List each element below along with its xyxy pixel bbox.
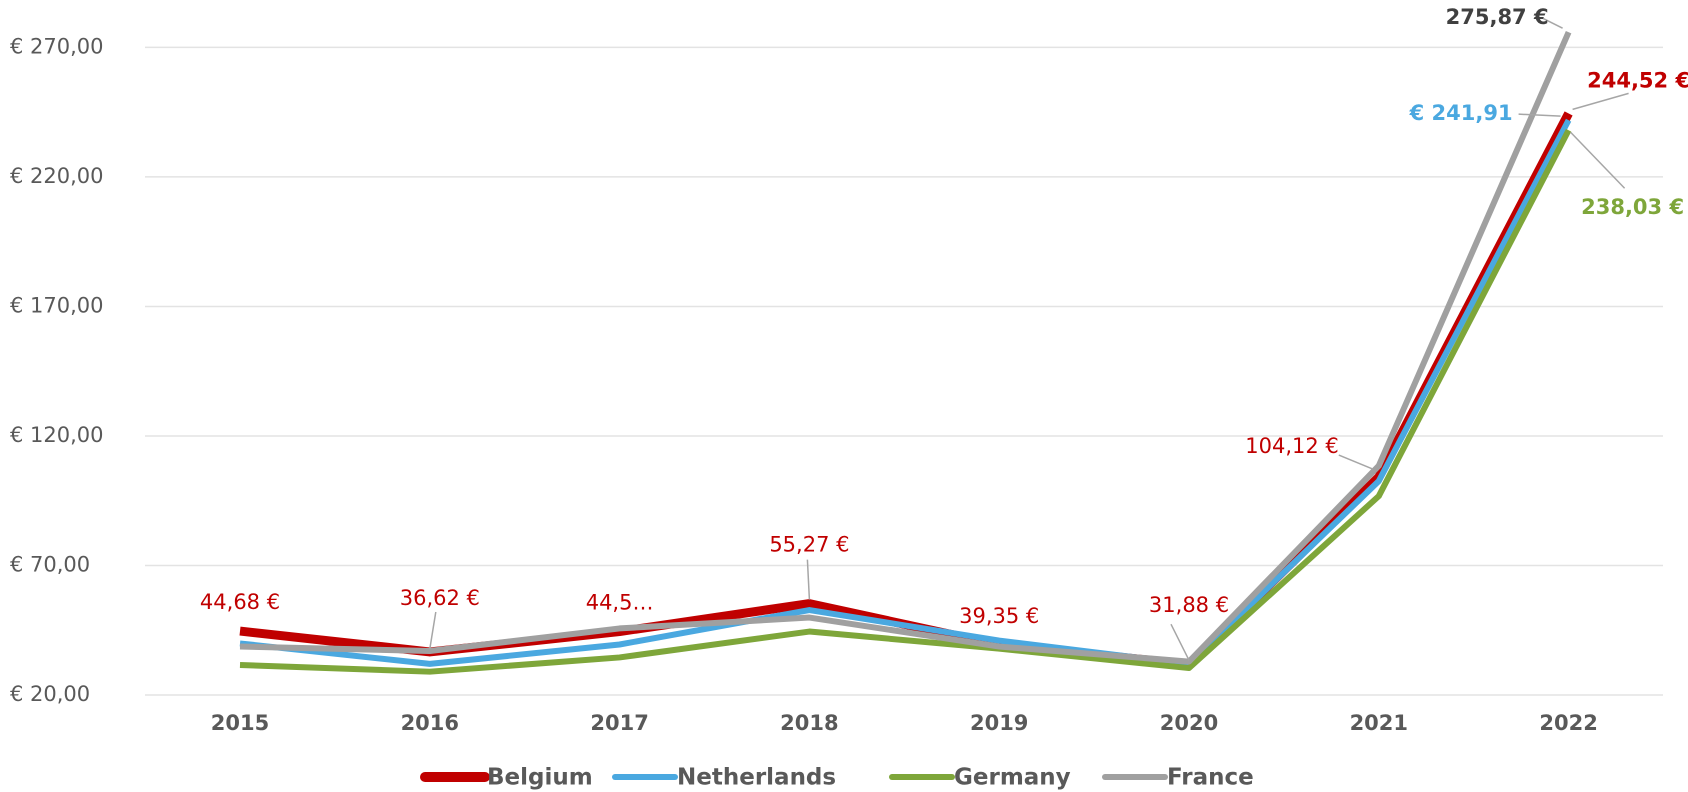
y-tick-label: € 120,00: [10, 423, 104, 447]
data-label: 44,5…: [586, 591, 654, 615]
data-label: 104,12 €: [1245, 434, 1339, 458]
x-tick-label: 2017: [590, 711, 648, 735]
line-series: [239, 128, 1572, 675]
legend-label: Germany: [954, 765, 1071, 791]
data-label: 39,35 €: [959, 604, 1039, 628]
y-tick-label: € 220,00: [10, 164, 104, 188]
data-label: 275,87 €: [1446, 5, 1549, 29]
y-tick-label: € 20,00: [10, 682, 90, 706]
x-tick-label: 2020: [1160, 711, 1218, 735]
data-label: € 241,91: [1409, 101, 1513, 125]
x-tick-label: 2015: [211, 711, 269, 735]
y-tick-label: € 270,00: [10, 34, 104, 58]
x-tick-label: 2022: [1539, 711, 1597, 735]
data-label: 31,88 €: [1149, 593, 1229, 617]
line-series: [239, 118, 1572, 667]
legend-label: France: [1167, 765, 1254, 791]
data-label: 244,52 €: [1587, 68, 1688, 92]
leader-line: [1518, 113, 1561, 117]
leader-line: [1572, 92, 1629, 111]
data-label: 44,68 €: [200, 590, 280, 614]
leader-line: [1542, 17, 1563, 29]
data-label: 36,62 €: [400, 586, 480, 610]
leader-line: [1170, 623, 1190, 661]
y-tick-label: € 70,00: [10, 552, 90, 576]
leader-line: [1338, 454, 1374, 470]
y-tick-label: € 170,00: [10, 293, 104, 317]
line-series: [239, 30, 1572, 665]
x-tick-label: 2016: [401, 711, 459, 735]
legend-label: Netherlands: [677, 765, 836, 791]
leader-line: [806, 559, 811, 600]
leader-line: [1570, 131, 1626, 189]
x-tick-label: 2019: [970, 711, 1028, 735]
data-label: 238,03 €: [1581, 195, 1684, 219]
x-tick-label: 2018: [780, 711, 838, 735]
x-tick-label: 2021: [1350, 711, 1408, 735]
leader-line: [429, 611, 437, 650]
line-series: [239, 111, 1573, 669]
legend-label: Belgium: [487, 765, 593, 791]
data-label: 55,27 €: [769, 533, 849, 557]
